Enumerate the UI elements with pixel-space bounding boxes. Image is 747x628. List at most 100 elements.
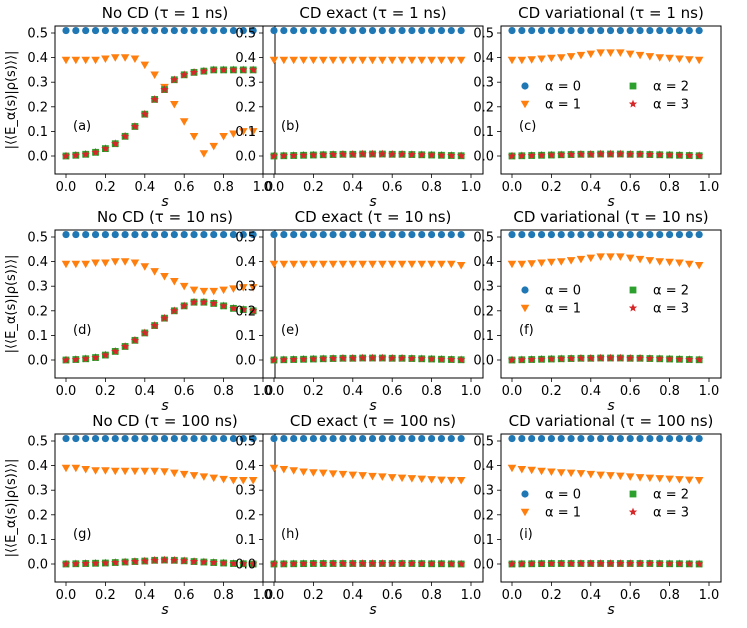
legend-marker-alpha3 bbox=[628, 303, 638, 312]
panel-label: (h) bbox=[281, 527, 299, 542]
y-tick-label: 0.1 bbox=[235, 125, 256, 140]
point-alpha0 bbox=[220, 434, 228, 443]
point-alpha0 bbox=[646, 230, 654, 239]
point-alpha3 bbox=[557, 559, 566, 568]
point-alpha1 bbox=[685, 56, 694, 64]
x-tick-label: 1.0 bbox=[461, 588, 482, 603]
y-tick-label: 0.2 bbox=[473, 100, 494, 115]
point-alpha0 bbox=[626, 26, 634, 35]
point-alpha3 bbox=[160, 555, 169, 564]
panel-label: (i) bbox=[519, 527, 533, 542]
point-alpha3 bbox=[61, 559, 71, 568]
point-alpha1 bbox=[576, 51, 586, 60]
panel-title: CD variational (τ = 1 ns) bbox=[518, 4, 704, 22]
y-tick-label: 0.3 bbox=[473, 76, 494, 91]
legend-marker-alpha0 bbox=[521, 490, 529, 498]
point-alpha3 bbox=[150, 555, 159, 564]
point-alpha3 bbox=[209, 558, 218, 567]
point-alpha0 bbox=[547, 26, 555, 35]
point-alpha3 bbox=[368, 353, 377, 362]
point-alpha3 bbox=[120, 342, 130, 351]
legend-marker-alpha0 bbox=[521, 82, 529, 90]
y-tick-label: 0.3 bbox=[473, 280, 494, 295]
point-alpha0 bbox=[398, 230, 406, 239]
y-tick-label: 0.2 bbox=[27, 304, 48, 319]
point-alpha0 bbox=[200, 230, 208, 239]
point-alpha1 bbox=[586, 470, 596, 479]
point-alpha3 bbox=[388, 353, 397, 362]
point-alpha3 bbox=[229, 65, 238, 74]
point-alpha3 bbox=[606, 149, 615, 158]
x-tick-label: 0.0 bbox=[56, 384, 77, 399]
point-alpha0 bbox=[151, 26, 159, 35]
point-alpha1 bbox=[209, 287, 219, 296]
y-tick-label: 0.5 bbox=[235, 435, 256, 450]
point-alpha3 bbox=[140, 556, 149, 565]
x-tick-label: 0.2 bbox=[303, 180, 324, 195]
point-alpha1 bbox=[318, 260, 328, 269]
point-alpha3 bbox=[378, 149, 387, 158]
point-alpha0 bbox=[249, 26, 257, 35]
point-alpha3 bbox=[229, 559, 238, 568]
point-alpha0 bbox=[537, 26, 546, 35]
point-alpha3 bbox=[180, 301, 189, 310]
legend-label-alpha3: α = 3 bbox=[653, 98, 689, 113]
point-alpha1 bbox=[427, 260, 436, 269]
point-alpha0 bbox=[131, 26, 139, 35]
point-alpha3 bbox=[635, 149, 645, 158]
x-axis-label: s bbox=[607, 602, 614, 618]
point-alpha3 bbox=[557, 354, 566, 363]
x-tick-label: 0.8 bbox=[659, 384, 680, 399]
point-alpha1 bbox=[655, 258, 665, 266]
point-alpha1 bbox=[368, 260, 377, 269]
point-alpha1 bbox=[507, 56, 517, 65]
point-alpha3 bbox=[537, 559, 546, 568]
point-alpha0 bbox=[606, 434, 615, 443]
panel-a: No CD (τ = 1 ns) 0.0 0.2 0.4 0.6 0.8 1.0 0.0 0.1… bbox=[4, 4, 276, 210]
point-alpha0 bbox=[557, 230, 565, 239]
point-alpha1 bbox=[606, 49, 615, 57]
point-alpha0 bbox=[359, 434, 367, 443]
point-alpha0 bbox=[457, 230, 465, 239]
point-alpha3 bbox=[71, 150, 81, 159]
point-alpha3 bbox=[299, 354, 308, 363]
y-tick-label: 0.5 bbox=[473, 27, 494, 42]
point-alpha3 bbox=[199, 557, 209, 566]
point-alpha0 bbox=[359, 230, 367, 239]
point-alpha3 bbox=[655, 354, 664, 363]
legend-label-alpha2: α = 2 bbox=[653, 80, 689, 95]
point-alpha1 bbox=[199, 150, 209, 158]
point-alpha1 bbox=[248, 284, 258, 292]
point-alpha0 bbox=[249, 434, 257, 443]
point-alpha3 bbox=[338, 353, 348, 362]
point-alpha0 bbox=[597, 230, 605, 239]
x-tick-label: 1.0 bbox=[253, 588, 274, 603]
point-alpha1 bbox=[209, 474, 219, 483]
plot-frame bbox=[262, 25, 484, 175]
point-alpha3 bbox=[685, 151, 694, 160]
point-alpha0 bbox=[290, 434, 298, 443]
point-alpha1 bbox=[140, 467, 150, 476]
point-alpha1 bbox=[239, 477, 248, 485]
point-alpha1 bbox=[140, 263, 150, 271]
y-tick-label: 0.2 bbox=[235, 100, 256, 115]
point-alpha1 bbox=[447, 56, 456, 65]
point-alpha3 bbox=[586, 353, 595, 362]
plot-frame bbox=[262, 229, 484, 379]
point-alpha0 bbox=[151, 230, 159, 239]
plot-frame bbox=[54, 25, 276, 175]
point-alpha3 bbox=[338, 149, 348, 158]
point-alpha1 bbox=[635, 474, 645, 482]
point-alpha0 bbox=[270, 434, 278, 443]
point-alpha3 bbox=[81, 559, 90, 568]
point-alpha1 bbox=[269, 260, 279, 269]
point-alpha3 bbox=[685, 355, 694, 364]
point-alpha1 bbox=[219, 133, 228, 141]
point-alpha0 bbox=[518, 230, 526, 239]
y-tick-label: 0.0 bbox=[27, 354, 48, 369]
x-tick-label: 0.2 bbox=[541, 180, 562, 195]
point-alpha1 bbox=[269, 464, 279, 473]
point-alpha3 bbox=[248, 306, 258, 315]
point-alpha3 bbox=[120, 557, 130, 566]
point-alpha1 bbox=[71, 464, 81, 473]
